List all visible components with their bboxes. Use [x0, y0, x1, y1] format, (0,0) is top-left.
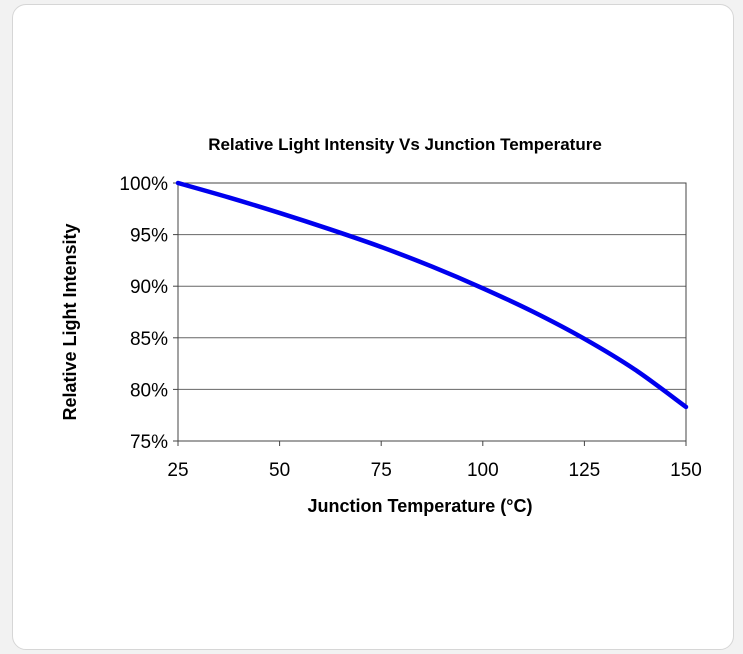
plot-frame: [177, 182, 687, 442]
series-line: [175, 180, 689, 410]
x-axis-label: Junction Temperature (°C): [308, 496, 533, 516]
y-tick-label: 75%: [130, 432, 168, 453]
x-tick-label: 25: [167, 460, 188, 481]
x-tick-label: 150: [670, 460, 702, 481]
y-tick-label: 80%: [130, 380, 168, 401]
x-axis-ticks: 25 50 75 100 125 150: [167, 441, 702, 481]
chart-title: Relative Light Intensity Vs Junction Tem…: [208, 135, 602, 154]
x-tick-label: 100: [467, 460, 499, 481]
x-tick-label: 125: [569, 460, 601, 481]
chart-card: [12, 4, 734, 650]
y-tick-label: 90%: [130, 277, 168, 298]
x-tick-label: 75: [371, 460, 392, 481]
y-axis-label: Relative Light Intensity: [60, 223, 80, 420]
grid-lines: [178, 182, 686, 442]
y-tick-label: 100%: [119, 174, 168, 195]
y-tick-label: 95%: [130, 226, 168, 247]
x-tick-label: 50: [269, 460, 290, 481]
y-tick-label: 85%: [130, 329, 168, 350]
y-axis-ticks: 75% 80% 85% 90% 95% 100%: [119, 174, 178, 453]
